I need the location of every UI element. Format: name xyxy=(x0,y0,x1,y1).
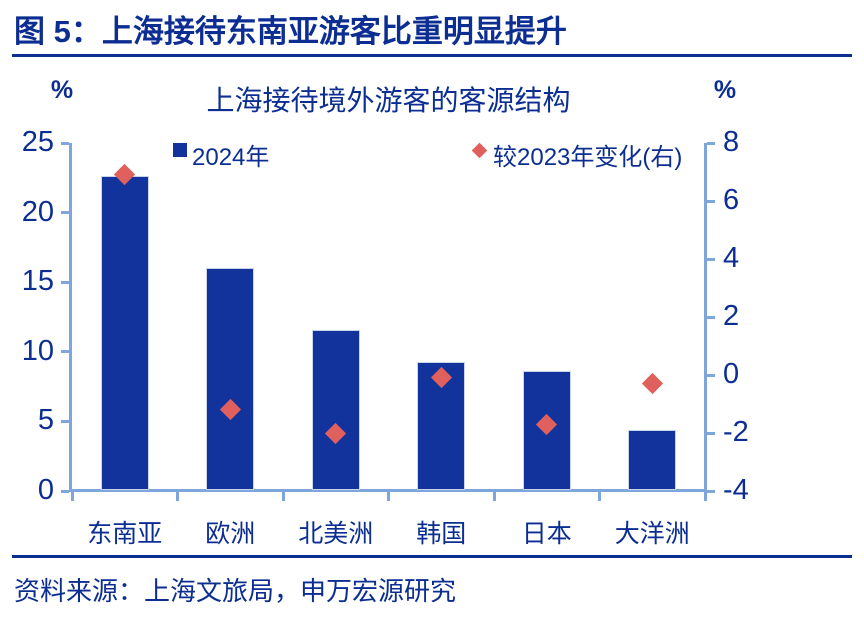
legend-bar-swatch-icon xyxy=(173,143,187,157)
left-axis-tick xyxy=(61,211,69,215)
chart-title: 上海接待境外游客的客源结构 xyxy=(206,85,571,116)
right-axis-tick-label: 4 xyxy=(723,242,740,274)
right-axis-tick-label: -2 xyxy=(723,416,749,448)
left-axis-tick xyxy=(61,141,69,145)
right-axis-tick xyxy=(707,373,715,377)
x-axis-label-大洋洲: 大洋洲 xyxy=(614,520,690,548)
left-axis-tick xyxy=(61,350,69,354)
left-axis-tick-label: 20 xyxy=(21,195,54,228)
x-axis-tick xyxy=(598,492,601,501)
right-axis-tick xyxy=(707,257,715,261)
figure-title: 图 5：上海接待东南亚游客比重明显提升 xyxy=(14,14,567,49)
x-axis-label-韩国: 韩国 xyxy=(416,520,467,548)
left-axis-tick-label: 5 xyxy=(37,404,54,437)
right-axis-tick-label: 2 xyxy=(723,300,740,332)
left-axis-tick xyxy=(61,419,69,423)
right-axis-tick xyxy=(707,199,715,203)
left-axis-tick-label: 25 xyxy=(21,126,54,158)
right-axis-tick-label: 6 xyxy=(723,184,740,216)
diamond-marker-大洋洲 xyxy=(641,373,663,395)
left-axis-tick-label: 0 xyxy=(37,474,54,506)
left-axis-tick xyxy=(61,489,69,493)
x-axis-label-日本: 日本 xyxy=(521,520,572,548)
legend-diamond-swatch-icon xyxy=(471,142,488,159)
x-axis-line xyxy=(69,489,707,492)
bar-东南亚 xyxy=(100,176,149,490)
bar-大洋洲 xyxy=(628,429,677,490)
x-axis-tick xyxy=(281,492,285,501)
left-axis-tick-label: 10 xyxy=(21,334,54,367)
x-axis-label-北美洲: 北美洲 xyxy=(298,520,374,548)
legend-diamond-label: 较2023年变化(右) xyxy=(493,144,683,171)
x-axis-tick xyxy=(703,492,707,501)
left-axis-tick xyxy=(61,280,69,284)
bar-北美洲 xyxy=(311,329,360,490)
right-axis-tick xyxy=(707,141,715,145)
x-axis-tick xyxy=(492,492,496,501)
right-axis-tick-label: 8 xyxy=(723,126,740,158)
x-axis-tick xyxy=(176,492,179,501)
right-axis-unit-label: % xyxy=(713,76,737,104)
right-axis-line xyxy=(704,143,707,492)
right-axis-tick xyxy=(707,315,715,319)
x-axis-label-欧洲: 欧洲 xyxy=(205,520,256,548)
left-axis-tick-label: 15 xyxy=(21,265,54,298)
right-axis-tick xyxy=(707,431,715,435)
left-axis-unit-label: % xyxy=(50,76,74,104)
title-divider xyxy=(12,54,852,57)
right-axis-tick xyxy=(707,489,715,493)
source-note: 资料来源：上海文旅局，申万宏源研究 xyxy=(14,576,457,606)
legend-bar-label: 2024年 xyxy=(192,144,270,171)
x-axis-tick xyxy=(387,492,390,501)
left-axis-line xyxy=(69,143,72,492)
x-axis-label-东南亚: 东南亚 xyxy=(87,520,163,548)
x-axis-tick xyxy=(70,492,74,501)
bar-欧洲 xyxy=(206,268,255,490)
right-axis-tick-label: -4 xyxy=(723,474,749,506)
right-axis-tick-label: 0 xyxy=(723,358,740,390)
footer-divider xyxy=(12,555,852,558)
